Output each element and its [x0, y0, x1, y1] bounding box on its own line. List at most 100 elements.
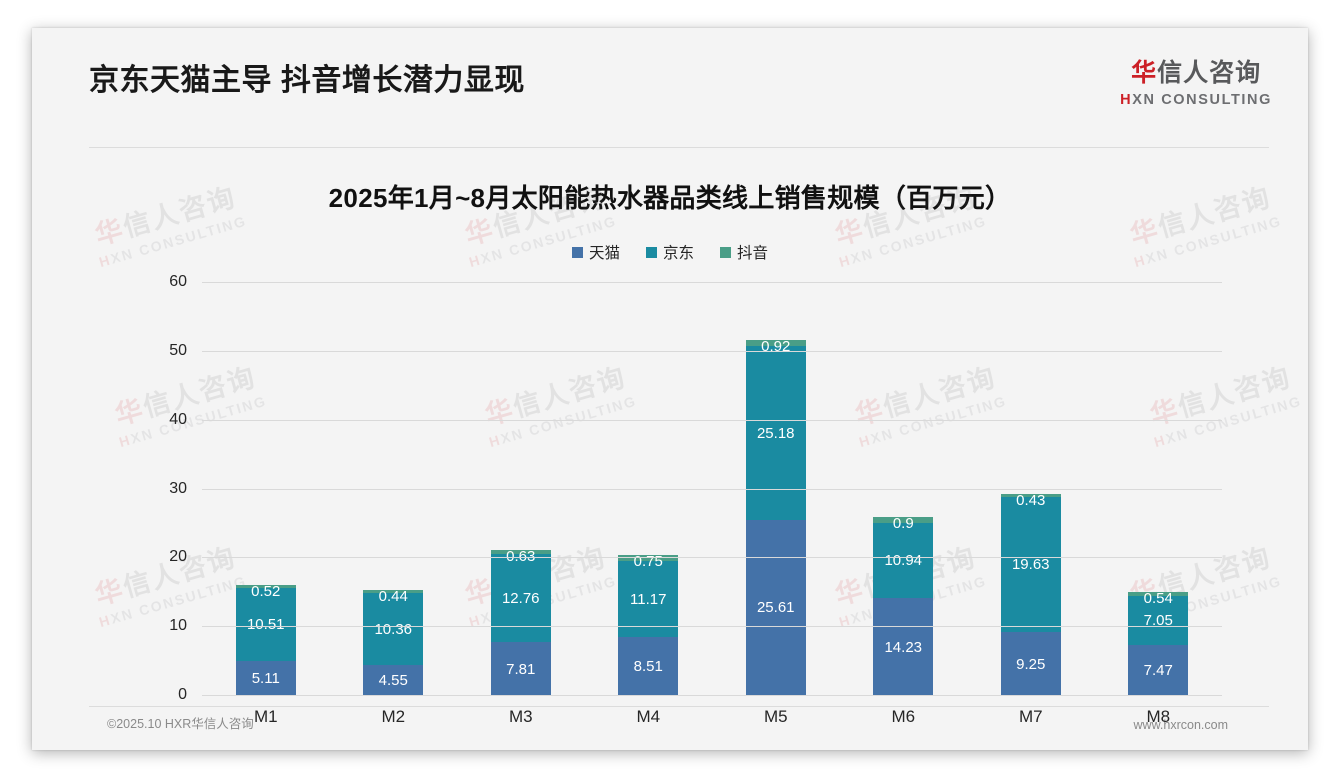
- gridline: 10: [169, 617, 1222, 634]
- stacked-bar[interactable]: 25.61 25.18 0.92: [745, 339, 806, 696]
- bar-value-label: 0.92: [761, 338, 791, 356]
- stacked-bar[interactable]: 14.23 10.94 0.9: [873, 516, 934, 696]
- bar-value-label: 0.43: [1016, 492, 1046, 510]
- stacked-bar[interactable]: 4.55 10.36 0.44: [363, 589, 424, 696]
- bar-value-label: 11.17: [630, 590, 667, 608]
- footer-website: www.hxrcon.com: [1133, 718, 1228, 732]
- bar-value-label: 0.44: [378, 588, 408, 606]
- legend-item-抖音[interactable]: 抖音: [720, 241, 768, 263]
- stacked-bar[interactable]: 7.47 7.05 0.54: [1128, 591, 1189, 696]
- bar-segment-抖音[interactable]: 0.63: [490, 549, 551, 564]
- bar-column-M7: 9.25 19.63 0.43 M7: [967, 283, 1095, 726]
- bar-segment-京东[interactable]: 10.51: [235, 588, 296, 661]
- bar-value-label: 8.51: [633, 658, 663, 676]
- legend-swatch-icon: [720, 246, 731, 258]
- x-axis-tick-label: M5: [763, 707, 788, 726]
- brand-logo-cn: 华信人咨询: [1120, 61, 1272, 86]
- bar-value-label: 5.11: [251, 669, 280, 687]
- bar-segment-天猫[interactable]: 5.11: [235, 660, 296, 696]
- y-axis-tick-label: 0: [178, 686, 187, 703]
- bar-segment-抖音[interactable]: 0.54: [1128, 591, 1189, 606]
- bar-value-label: 0.63: [506, 548, 536, 566]
- legend-swatch-icon: [571, 246, 583, 258]
- bar-value-label: 25.61: [756, 599, 795, 617]
- chart-plot-area: 5.11 10.51 0.52 M1 4.55 10.36 0.44 M2 7.81 12.76 0…: [169, 273, 1223, 726]
- brand-logo-cn-rest: 信人咨询: [1157, 59, 1262, 87]
- footer-copyright: ©2025.10 HXR华信人咨询: [107, 717, 254, 731]
- y-axis-tick-label: 20: [169, 548, 187, 566]
- bar-value-label: 19.63: [1011, 556, 1050, 574]
- bar-value-label: 10.36: [374, 620, 413, 638]
- legend-swatch-icon: [645, 246, 657, 258]
- brand-logo-cn-accent: 华: [1131, 59, 1158, 87]
- bar-column-M6: 14.23 10.94 0.9 M6: [840, 283, 968, 726]
- legend-label: 天猫: [588, 245, 620, 262]
- bar-segment-京东[interactable]: 12.76: [490, 554, 551, 643]
- bar-column-M4: 8.51 11.17 0.75 M4: [585, 283, 713, 726]
- y-axis-tick-label: 60: [169, 273, 187, 290]
- y-axis-tick-label: 30: [169, 479, 187, 497]
- bar-column-M3: 7.81 12.76 0.63 M3: [457, 283, 585, 726]
- bar-segment-天猫[interactable]: 9.25: [1000, 632, 1061, 696]
- bar-segment-天猫[interactable]: 14.23: [873, 598, 934, 696]
- chart-title: 2025年1月~8月太阳能热水器品类线上销售规模（百万元）: [328, 183, 1012, 213]
- x-axis-tick-label: M6: [891, 707, 916, 726]
- bar-value-label: 7.81: [506, 660, 536, 678]
- gridline: 0: [178, 686, 1222, 703]
- slide-header: 京东天猫主导 抖音增长潜力显现 华信人咨询 HXN CONSULTING: [32, 28, 1308, 148]
- bar-value-label: 14.23: [884, 638, 923, 656]
- brand-logo-en: HXN CONSULTING: [1120, 93, 1272, 108]
- brand-logo: 华信人咨询 HXN CONSULTING: [1120, 61, 1272, 108]
- bar-segment-天猫[interactable]: 25.61: [745, 519, 806, 696]
- y-axis-tick-label: 10: [169, 617, 187, 635]
- legend-item-京东[interactable]: 京东: [645, 241, 694, 263]
- legend-label: 抖音: [737, 245, 769, 262]
- gridline: 60: [169, 273, 1222, 290]
- bar-segment-天猫[interactable]: 4.55: [363, 664, 424, 696]
- x-axis-tick-label: M4: [636, 707, 661, 726]
- legend-label: 京东: [662, 245, 694, 262]
- bar-value-label: 12.76: [501, 589, 540, 607]
- bar-segment-抖音[interactable]: 0.44: [363, 589, 424, 604]
- page-title: 京东天猫主导 抖音增长潜力显现: [89, 64, 525, 97]
- bar-segment-天猫[interactable]: 8.51: [618, 637, 679, 696]
- gridline: 20: [169, 548, 1222, 565]
- bar-value-label: 4.55: [378, 671, 408, 689]
- chart-legend: 天猫 京东 抖音: [32, 241, 1308, 263]
- x-axis-tick-label: M8: [1146, 707, 1171, 726]
- stacked-bar[interactable]: 7.81 12.76 0.63: [490, 549, 551, 696]
- bar-segment-京东[interactable]: 7.05: [1128, 596, 1189, 645]
- gridline: 30: [169, 480, 1222, 497]
- bar-segment-天猫[interactable]: 7.81: [490, 642, 551, 696]
- bar-segment-天猫[interactable]: 7.47: [1128, 644, 1189, 696]
- bar-value-label: 0.54: [1143, 590, 1173, 608]
- x-axis-tick-label: M3: [508, 707, 533, 726]
- bar-segment-京东[interactable]: 11.17: [618, 560, 679, 638]
- footer-divider: [89, 706, 1269, 707]
- bar-segment-抖音[interactable]: 0.43: [1000, 493, 1061, 508]
- slide-canvas: 华信人咨询 HXN CONSULTING 华信人咨询 HXN CONSULTING 华信…: [32, 28, 1308, 750]
- y-axis-tick-label: 50: [169, 341, 187, 359]
- bar-column-M1: 5.11 10.51 0.52 M1: [202, 283, 330, 726]
- bar-column-M8: 7.47 7.05 0.54 M8: [1095, 283, 1223, 726]
- bar-segment-京东[interactable]: 19.63: [1000, 497, 1061, 633]
- bar-segment-抖音[interactable]: 0.92: [745, 339, 806, 354]
- legend-item-天猫[interactable]: 天猫: [571, 241, 620, 263]
- stacked-bar[interactable]: 5.11 10.51 0.52: [235, 584, 296, 696]
- bar-segment-抖音[interactable]: 0.52: [235, 584, 296, 599]
- bar-group: 5.11 10.51 0.52 M1 4.55 10.36 0.44 M2 7.81 12.76 0…: [202, 283, 1223, 726]
- bar-segment-京东[interactable]: 25.18: [745, 346, 806, 520]
- bar-value-label: 10.51: [246, 616, 285, 634]
- y-axis-tick-label: 40: [169, 410, 187, 428]
- stacked-bar[interactable]: 9.25 19.63 0.43: [1000, 493, 1061, 696]
- bar-column-M5: 25.61 25.18 0.92 M5: [712, 283, 840, 726]
- x-axis-tick-label: M7: [1018, 707, 1043, 726]
- bar-value-label: 0.52: [251, 582, 281, 600]
- bar-segment-京东[interactable]: 10.36: [363, 593, 424, 665]
- x-axis-tick-label: M2: [381, 707, 406, 726]
- bar-segment-京东[interactable]: 10.94: [873, 522, 934, 599]
- bar-value-label: 9.25: [1016, 655, 1046, 673]
- brand-logo-en-rest: XN CONSULTING: [1132, 92, 1272, 108]
- bar-value-label: 25.18: [756, 424, 795, 442]
- bar-segment-抖音[interactable]: 0.9: [873, 516, 934, 531]
